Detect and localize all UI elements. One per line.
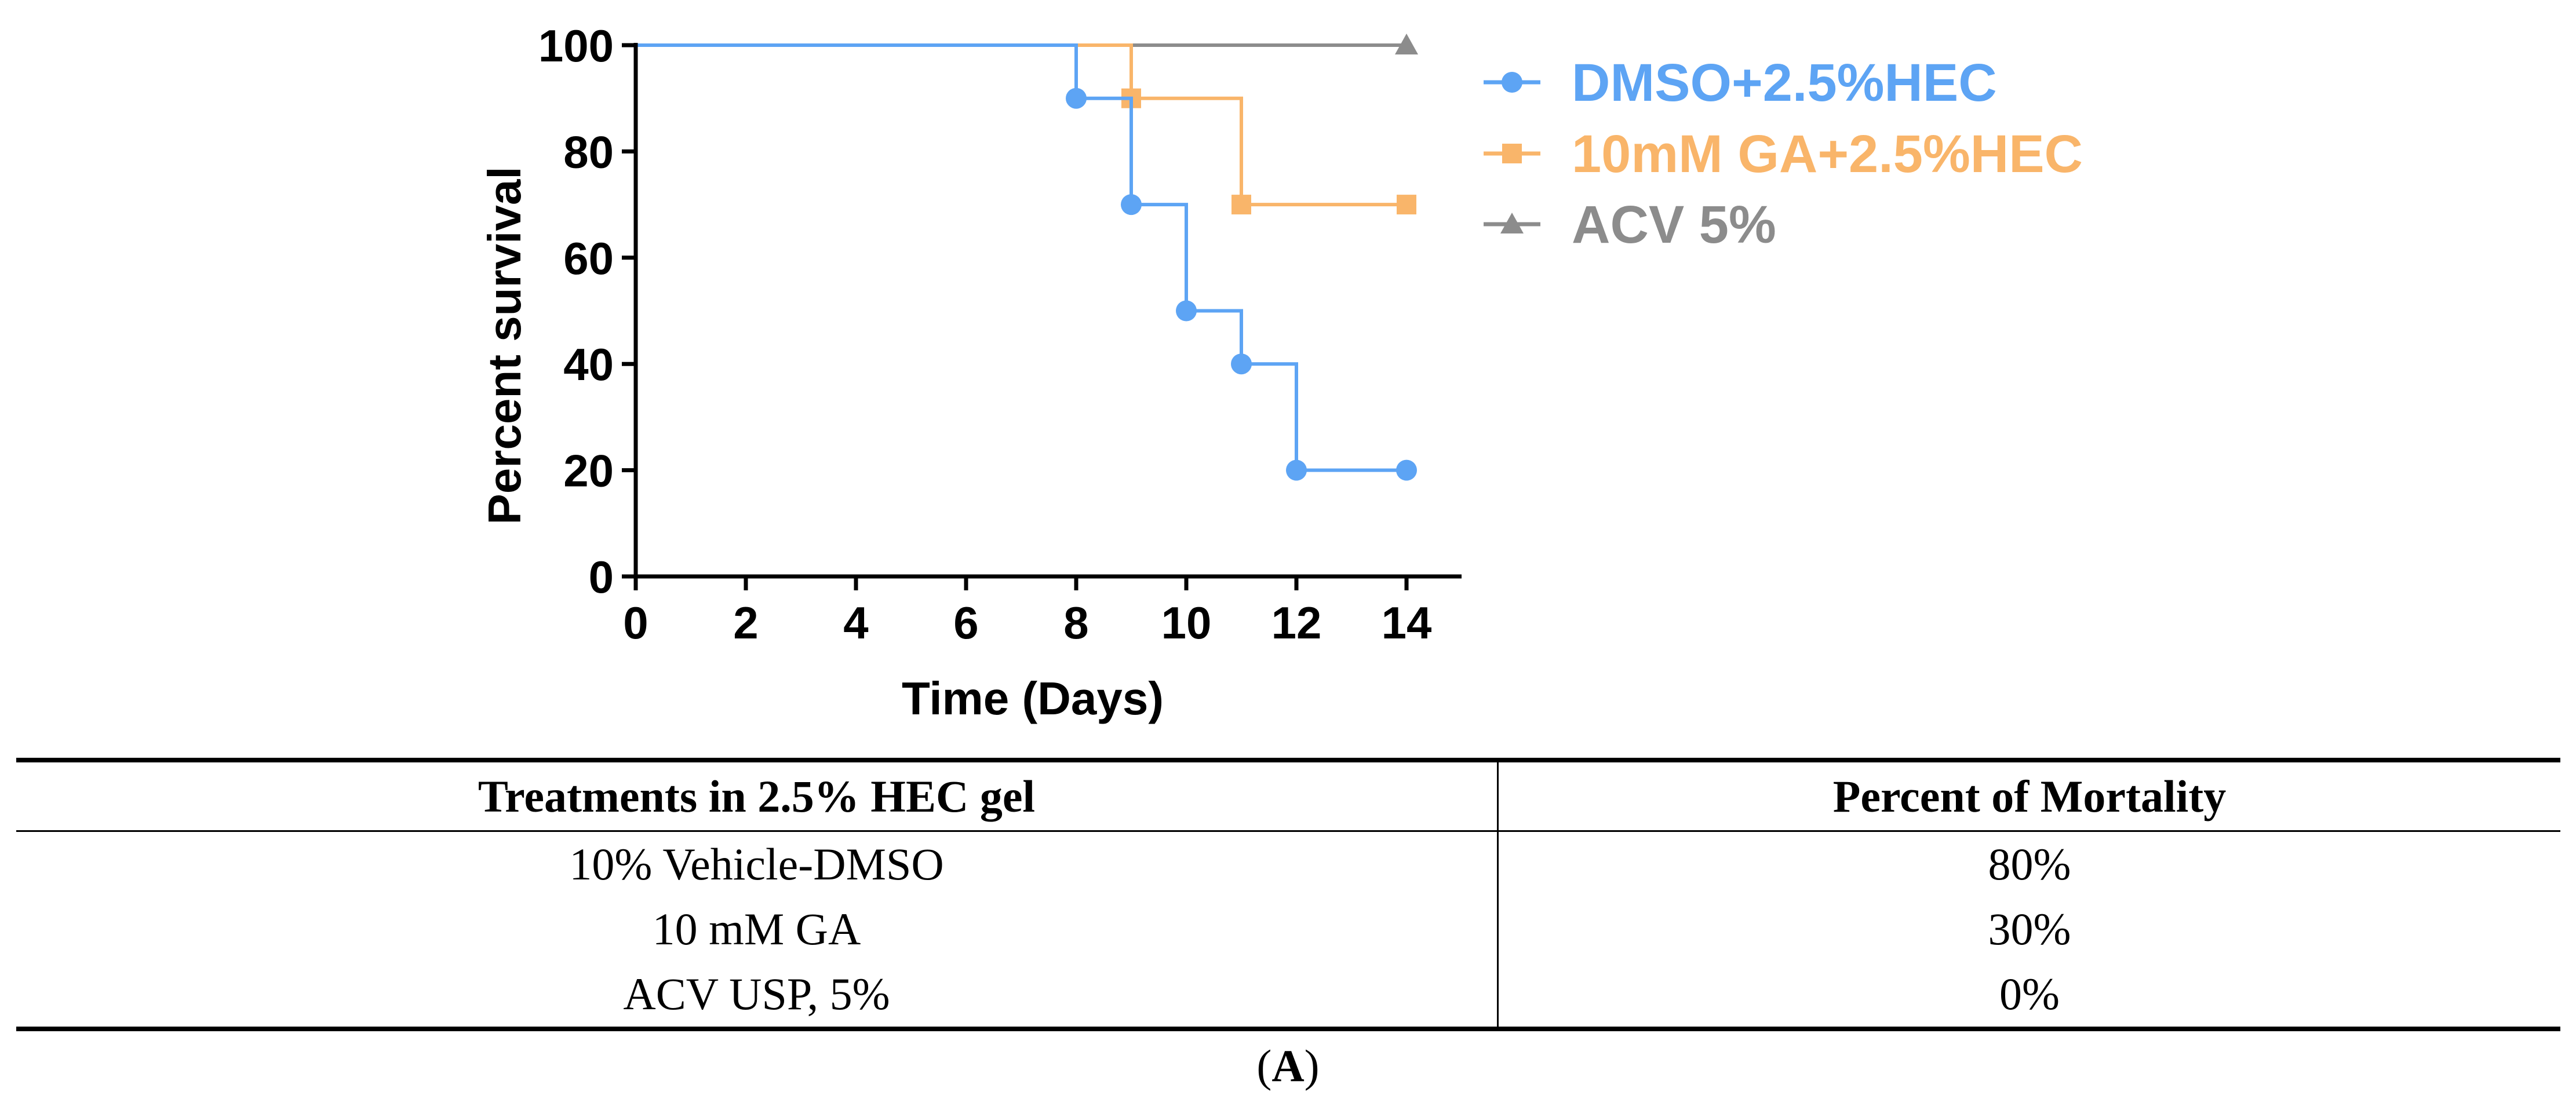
series-line xyxy=(636,43,1407,207)
x-tick-label: 2 xyxy=(733,597,758,648)
legend: DMSO+2.5%HEC 10mM GA+2.5%HEC ACV 5% xyxy=(1484,53,2083,254)
series-1 xyxy=(636,43,1416,215)
x-tick-label: 14 xyxy=(1382,597,1432,648)
survival-chart: 0 2 4 6 8 10 12 14 0 20 40 60 80 100 Time (Days) Percen… xyxy=(479,20,2083,724)
data-point xyxy=(1396,459,1417,481)
axes-layer: 0 2 4 6 8 10 12 14 0 20 40 60 80 100 Time (Days) Percen… xyxy=(479,20,1462,724)
x-tick-label: 8 xyxy=(1063,597,1088,648)
figure-caption: (A) xyxy=(0,1040,2576,1092)
legend-item: ACV 5% xyxy=(1484,195,1776,254)
data-point xyxy=(1176,300,1197,322)
x-tick-label: 0 xyxy=(623,597,648,648)
mortality-cell: 0% xyxy=(1497,962,2560,1031)
y-axis-label: Percent survival xyxy=(479,166,530,524)
table-row: 10% Vehicle-DMSO 80% xyxy=(16,831,2560,897)
table-row: 10 mM GA 30% xyxy=(16,897,2560,962)
data-point xyxy=(1121,194,1142,216)
mortality-table-container: Treatments in 2.5% HEC gel Percent of Mo… xyxy=(16,758,2560,1031)
y-tick-label: 80 xyxy=(563,126,614,177)
data-point xyxy=(1397,195,1416,215)
table-header-row: Treatments in 2.5% HEC gel Percent of Mo… xyxy=(16,760,2560,832)
legend-marker xyxy=(1502,144,1522,163)
table-row: ACV USP, 5% 0% xyxy=(16,962,2560,1031)
series-0 xyxy=(636,43,1417,481)
series-line xyxy=(636,43,1407,472)
data-point xyxy=(1066,87,1087,109)
series-layer xyxy=(636,34,1418,481)
x-tick-label: 10 xyxy=(1161,597,1212,648)
x-tick-label: 12 xyxy=(1271,597,1322,648)
data-point xyxy=(1231,353,1252,375)
legend-label: DMSO+2.5%HEC xyxy=(1572,53,1997,112)
legend-marker xyxy=(1502,72,1522,93)
data-point xyxy=(1286,459,1307,481)
legend-item: DMSO+2.5%HEC xyxy=(1484,53,1997,112)
legend-item: 10mM GA+2.5%HEC xyxy=(1484,125,2083,184)
mortality-cell: 80% xyxy=(1988,839,2071,889)
y-tick-label: 40 xyxy=(563,339,614,390)
treatment-cell: 10% Vehicle-DMSO xyxy=(16,831,1499,897)
caption-open: ( xyxy=(1256,1040,1272,1091)
legend-marker xyxy=(1500,213,1524,233)
y-tick-label: 60 xyxy=(563,233,614,284)
treatment-cell: 10 mM GA xyxy=(16,897,1499,962)
column-header-mortality: Percent of Mortality xyxy=(1497,760,2560,832)
legend-label: 10mM GA+2.5%HEC xyxy=(1572,125,2083,184)
mortality-cell: 30% xyxy=(1988,904,2071,954)
treatment-cell: ACV USP, 5% xyxy=(16,962,1499,1031)
legend-label: ACV 5% xyxy=(1572,195,1776,254)
data-point xyxy=(1395,34,1418,54)
data-point xyxy=(1231,195,1251,215)
y-tick-label: 20 xyxy=(563,446,614,496)
mortality-table: Treatments in 2.5% HEC gel Percent of Mo… xyxy=(16,758,2560,1031)
x-axis-label: Time (Days) xyxy=(902,673,1164,724)
x-tick-label: 4 xyxy=(843,597,868,648)
y-tick-label: 100 xyxy=(538,20,614,71)
caption-label: A xyxy=(1271,1040,1305,1091)
column-header-treatment: Treatments in 2.5% HEC gel xyxy=(16,760,1499,832)
caption-close: ) xyxy=(1304,1040,1320,1091)
x-tick-label: 6 xyxy=(953,597,978,648)
y-tick-label: 0 xyxy=(589,552,614,603)
